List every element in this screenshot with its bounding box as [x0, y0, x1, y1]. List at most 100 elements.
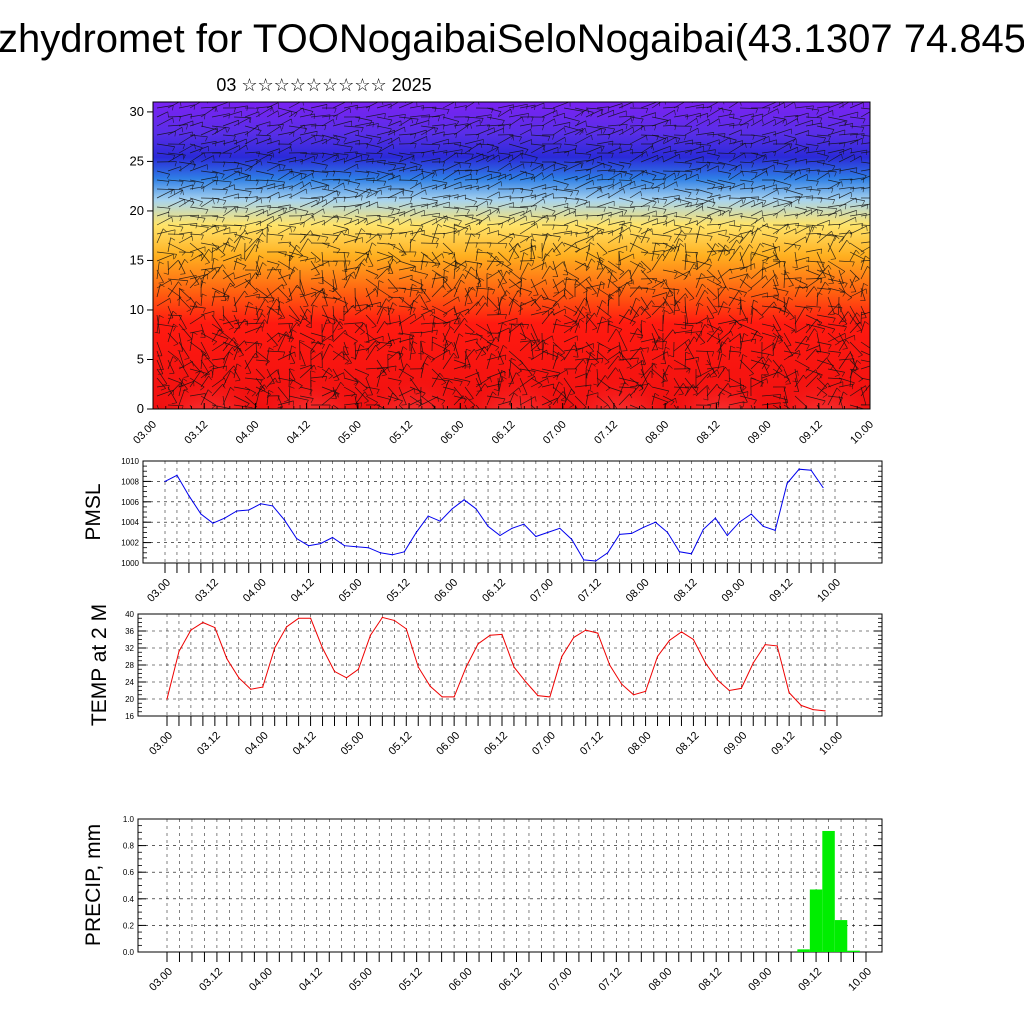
- wind-barb: [783, 198, 799, 208]
- wind-barb: [365, 179, 386, 182]
- wind-barb-flag: [571, 388, 576, 393]
- wind-barb: [651, 182, 664, 190]
- wind-barb-flag: [815, 351, 821, 353]
- wind-barb: [508, 387, 520, 397]
- wind-barb-flag: [725, 367, 729, 372]
- wind-barb: [662, 278, 674, 296]
- wind-barb: [541, 107, 556, 110]
- wind-barb: [222, 314, 234, 328]
- wind-barb: [662, 329, 674, 343]
- pmsl-x-tick-label: 07.00: [528, 577, 556, 605]
- wind-barb: [442, 242, 454, 253]
- wind-barb-flag: [852, 261, 855, 267]
- wind-barb: [838, 102, 850, 109]
- wind-barb: [574, 108, 588, 118]
- wind-barb-flag: [333, 119, 335, 125]
- wind-barb: [387, 386, 399, 400]
- wind-barb: [486, 269, 502, 280]
- wind-barb: [761, 119, 776, 127]
- wind-barb-flag: [233, 272, 235, 278]
- wind-barb-flag: [489, 377, 492, 383]
- wind-barb: [838, 383, 853, 388]
- wind-barb: [431, 168, 444, 172]
- wind-barb-flag: [239, 257, 245, 260]
- wind-barb: [332, 228, 349, 235]
- wind-barb: [277, 301, 280, 316]
- wind-barb: [717, 319, 737, 325]
- wind-barb: [816, 134, 831, 137]
- wind-barb-flag: [757, 356, 762, 359]
- wind-barb: [464, 219, 480, 226]
- wind-barb: [222, 119, 239, 127]
- wind-barb-flag: [530, 129, 532, 135]
- wind-barb: [772, 201, 792, 208]
- wind-barb: [827, 377, 842, 380]
- wind-barb: [211, 215, 225, 219]
- wind-barb-flag: [525, 207, 529, 213]
- wind-barb: [651, 206, 667, 210]
- wind-barb: [596, 343, 600, 361]
- warm-blob: [259, 331, 364, 409]
- wind-barb: [266, 139, 280, 145]
- wind-barb: [849, 242, 865, 253]
- wind-barb-flag: [849, 352, 854, 357]
- wind-barb: [827, 129, 845, 136]
- pmsl-data-point: [272, 505, 274, 507]
- wind-barb: [442, 326, 451, 343]
- wind-barb-flag: [567, 151, 570, 157]
- wind-barb: [673, 224, 693, 229]
- wind-barb: [827, 381, 843, 388]
- wind-barb-flag: [340, 382, 345, 387]
- wind-barb-flag: [376, 173, 380, 179]
- wind-barb: [728, 287, 747, 293]
- wind-barb-flag: [173, 323, 178, 328]
- wind-barb-flag: [246, 216, 250, 222]
- wind-barb: [365, 314, 377, 327]
- wind-barb-flag: [180, 382, 184, 388]
- wind-barb-flag: [491, 108, 494, 114]
- pmsl-x-tick-label: 06.12: [480, 577, 508, 605]
- wind-barb-flag: [498, 208, 500, 214]
- wind-barb: [321, 278, 337, 290]
- wind-barb-flag: [842, 348, 848, 350]
- wind-barb: [552, 308, 566, 316]
- wind-barb: [849, 251, 865, 260]
- wind-barb-flag: [159, 315, 164, 318]
- wind-barb: [640, 218, 658, 226]
- wind-barb-flag: [758, 316, 764, 320]
- wind-barb-flag: [831, 328, 836, 334]
- wind-barb-flag: [645, 108, 649, 114]
- wind-barb: [211, 127, 226, 136]
- wind-barb-flag: [336, 190, 339, 196]
- wind-barb: [442, 181, 462, 190]
- wind-barb-flag: [828, 172, 831, 178]
- wind-barb: [541, 118, 555, 127]
- wind-barb-flag: [277, 110, 280, 116]
- wind-barb-flag: [707, 385, 710, 390]
- wind-barb: [277, 333, 287, 352]
- wind-barb-flag: [828, 265, 832, 270]
- wind-barb-flag: [496, 263, 501, 267]
- wind-barb-flag: [258, 151, 260, 157]
- wind-barb: [277, 131, 295, 136]
- wind-barb: [706, 206, 726, 212]
- wind-barb: [266, 284, 283, 298]
- wind-barb-flag: [665, 346, 670, 350]
- wind-barb-flag: [752, 118, 755, 124]
- wind-barb-flag: [203, 152, 206, 158]
- wind-barb-flag: [483, 346, 488, 351]
- wind-barb: [794, 265, 809, 271]
- wind-barb: [838, 132, 858, 136]
- wind-barb: [530, 192, 547, 199]
- wind-barb-flag: [488, 227, 491, 233]
- wind-barb-flag: [464, 318, 468, 323]
- wind-barb: [508, 116, 523, 127]
- wind-barb-flag: [806, 335, 810, 341]
- wind-barb: [750, 404, 753, 409]
- wind-barb-flag: [664, 310, 669, 313]
- wind-barb: [431, 233, 445, 235]
- wind-barb: [750, 197, 767, 202]
- wind-barb-flag: [875, 142, 876, 147]
- wind-barb-flag: [341, 270, 347, 272]
- wind-barb: [387, 260, 394, 274]
